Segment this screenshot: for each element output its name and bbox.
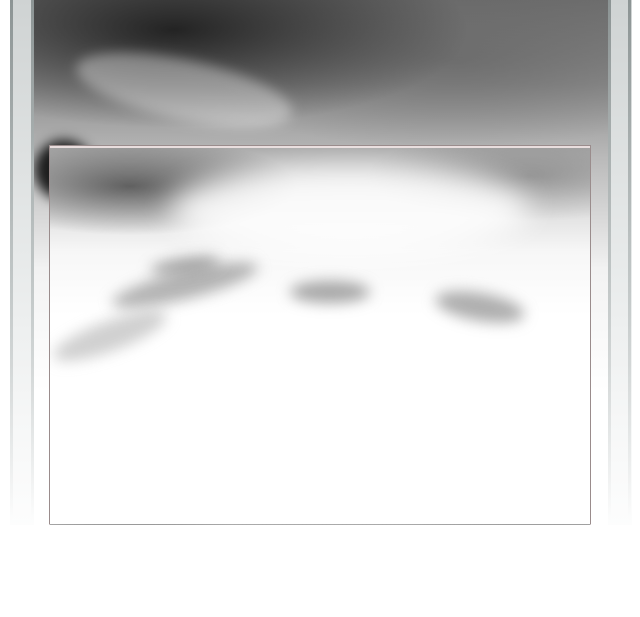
light-streak <box>70 37 298 143</box>
window-top-border <box>50 146 590 148</box>
left-outer-edge <box>10 0 13 520</box>
blurred-shape <box>433 285 527 329</box>
blurred-shape <box>50 301 172 371</box>
window-bottom-fade <box>50 384 590 524</box>
blurred-shape <box>290 281 370 303</box>
right-outer-edge <box>628 0 631 520</box>
left-inner-edge <box>31 0 34 520</box>
bottom-blank-area <box>0 525 640 617</box>
content-window[interactable] <box>49 145 591 525</box>
right-inner-edge <box>608 0 611 520</box>
light-glare <box>170 166 530 256</box>
left-frame-column <box>10 0 34 560</box>
